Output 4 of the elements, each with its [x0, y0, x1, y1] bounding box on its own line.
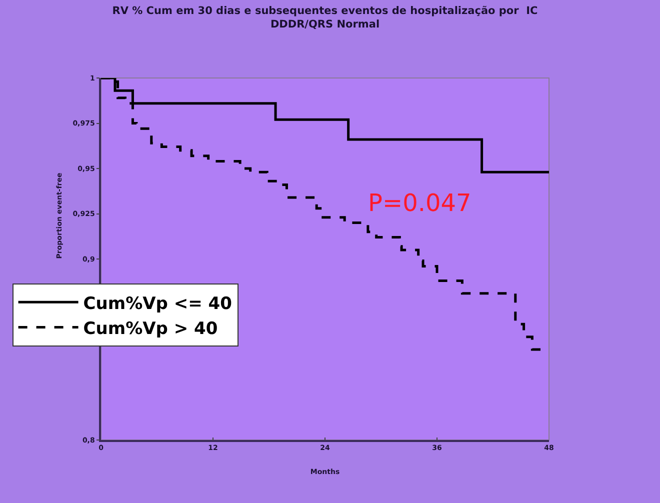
- annotation: P=0.047: [368, 189, 472, 217]
- chart-title: RV % Cum em 30 dias e subsequentes eventos de hospitalização por IC DDDR/QRS Normal: [112, 5, 538, 31]
- legend-label: Cum%Vp > 40: [83, 318, 218, 339]
- legend-label: Cum%Vp <= 40: [83, 294, 232, 314]
